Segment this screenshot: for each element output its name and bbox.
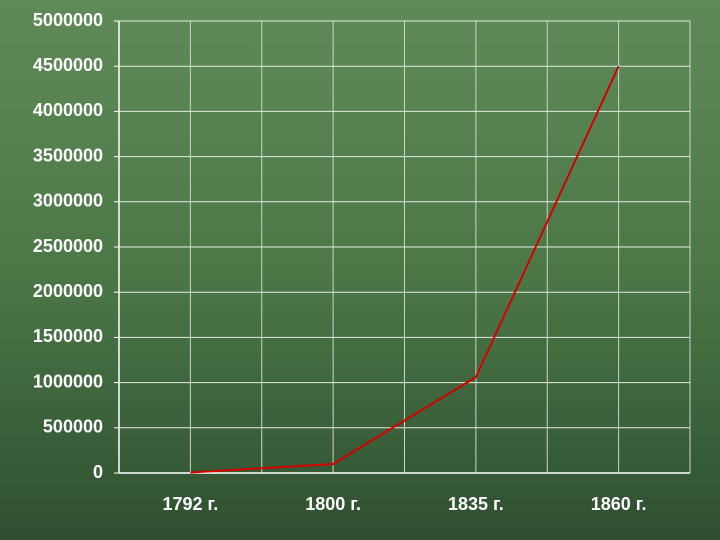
x-tick-label: 1800 г.: [305, 494, 361, 514]
x-tick-label: 1792 г.: [163, 494, 219, 514]
y-tick-label: 1000000: [33, 371, 103, 391]
y-tick-label: 1500000: [33, 326, 103, 346]
y-tick-label: 4000000: [33, 100, 103, 120]
y-tick-label: 2000000: [33, 281, 103, 301]
x-tick-label: 1835 г.: [448, 494, 504, 514]
y-tick-label: 3500000: [33, 145, 103, 165]
y-tick-label: 2500000: [33, 236, 103, 256]
y-tick-label: 3000000: [33, 191, 103, 211]
y-tick-label: 0: [93, 462, 103, 482]
data-line: [190, 65, 620, 474]
y-tick-label: 500000: [43, 417, 103, 437]
y-tick-label: 5000000: [33, 10, 103, 30]
y-tick-label: 4500000: [33, 55, 103, 75]
x-tick-label: 1860 г.: [591, 494, 647, 514]
